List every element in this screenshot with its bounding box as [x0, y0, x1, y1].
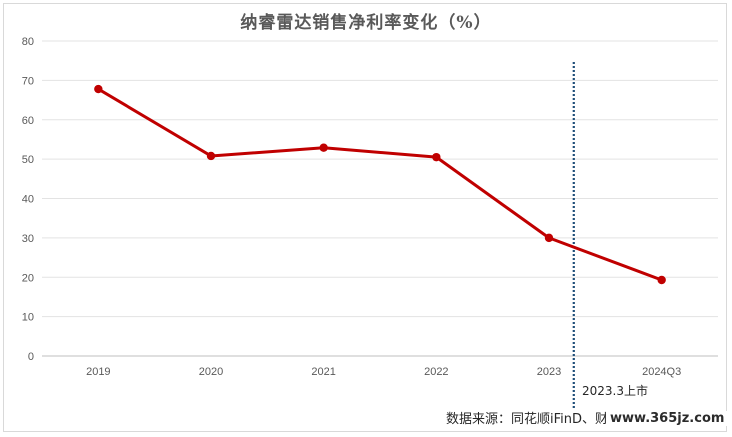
- y-tick-label: 60: [22, 115, 34, 127]
- watermark: www.365jz.com: [606, 411, 729, 426]
- data-point: [94, 84, 103, 94]
- data-point: [206, 151, 216, 161]
- x-tick-label: 2023: [537, 366, 561, 378]
- x-tick-label: 2024Q3: [642, 366, 681, 378]
- y-tick-label: 20: [22, 272, 34, 284]
- data-point: [432, 152, 441, 162]
- y-tick-label: 50: [22, 154, 34, 166]
- x-tick-labels: 2019 2020 2021 2022 2023 2024Q3: [86, 366, 681, 378]
- chart-frame: [3, 3, 727, 432]
- series-line: [96, 87, 664, 282]
- listing-annotation: 2023.3上市: [582, 384, 648, 398]
- x-tick-label: 2020: [199, 366, 223, 378]
- y-tick-label: 70: [22, 75, 34, 87]
- y-tick-label: 30: [22, 233, 34, 245]
- y-tick-label: 0: [28, 351, 34, 363]
- x-tick-label: 2019: [86, 366, 110, 378]
- y-tick-label: 80: [22, 36, 34, 48]
- y-tick-label: 40: [22, 194, 34, 206]
- data-point: [657, 275, 666, 285]
- gridlines: [42, 40, 718, 357]
- y-tick-labels: 0 10 20 30 40 50 60 70 80: [22, 36, 34, 363]
- chart-title: 纳睿雷达销售净利率变化（%）: [240, 13, 492, 33]
- y-tick-label: 10: [22, 312, 34, 324]
- data-point: [544, 233, 554, 243]
- x-tick-label: 2021: [311, 366, 335, 378]
- x-tick-label: 2022: [424, 366, 448, 378]
- data-point: [319, 143, 328, 152]
- series-group: [94, 84, 666, 285]
